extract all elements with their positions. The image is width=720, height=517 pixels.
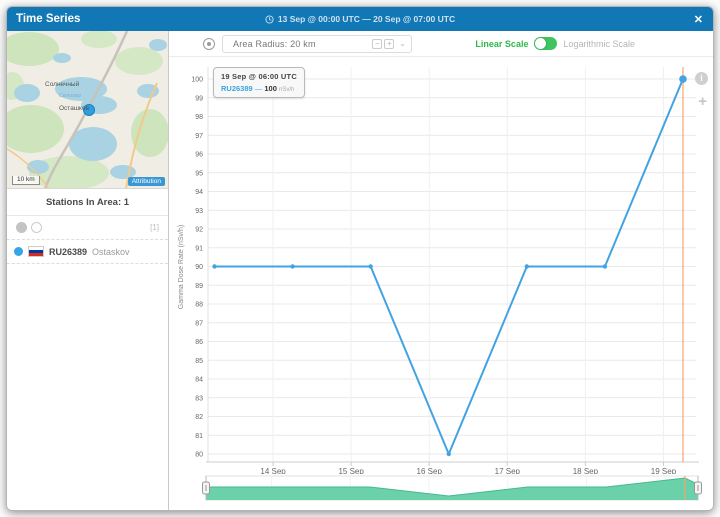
svg-text:92: 92 <box>195 227 203 234</box>
map-attribution-button[interactable]: Attribution <box>127 177 165 186</box>
svg-text:100: 100 <box>191 77 203 84</box>
filter-all-icon[interactable] <box>16 222 27 233</box>
chart-canvas: 80 81 82 83 84 85 86 87 88 89 90 91 92 93 94 95 96 97 98 99… <box>178 67 699 474</box>
tooltip-station: RU26389 <box>221 84 253 93</box>
radius-target-icon <box>203 37 215 50</box>
filter-none-icon[interactable] <box>31 222 42 233</box>
navigator-canvas <box>202 475 702 501</box>
tooltip-value: 100 <box>264 84 277 93</box>
chevron-down-icon[interactable]: ⌄ <box>399 39 406 48</box>
sidebar: Солнечный Селигер Осташков 10 km Attribu… <box>7 31 169 510</box>
svg-text:87: 87 <box>195 320 203 327</box>
map-road-orange-2 <box>7 148 50 188</box>
svg-text:85: 85 <box>195 358 203 365</box>
zoom-in-icon[interactable]: + <box>698 93 707 110</box>
svg-text:Gamma Dose Rate (nSv/h): Gamma Dose Rate (nSv/h) <box>178 225 185 309</box>
station-count-badge: [1] <box>150 223 159 232</box>
svg-text:94: 94 <box>195 189 203 196</box>
area-radius-control[interactable]: Area Radius: 20 km − + ⌄ <box>222 34 412 53</box>
radius-increase-button[interactable]: + <box>384 38 395 49</box>
svg-text:18 Sep: 18 Sep <box>573 467 599 474</box>
svg-text:17 Sep: 17 Sep <box>495 467 521 474</box>
svg-text:93: 93 <box>195 208 203 215</box>
tooltip-unit: nSv/h <box>279 87 295 93</box>
close-icon[interactable]: ✕ <box>693 13 703 26</box>
svg-text:14 Sep: 14 Sep <box>260 467 286 474</box>
station-name: Ostaskov <box>92 246 130 257</box>
date-range: 13 Sep @ 00:00 UTC — 20 Sep @ 07:00 UTC <box>7 14 713 24</box>
dialog-header: Time Series 13 Sep @ 00:00 UTC — 20 Sep … <box>7 7 713 31</box>
date-range-text: 13 Sep @ 00:00 UTC — 20 Sep @ 07:00 UTC <box>277 14 456 24</box>
linear-scale-label[interactable]: Linear Scale <box>475 38 529 49</box>
stations-heading: Stations In Area: 1 <box>7 189 168 216</box>
svg-text:88: 88 <box>195 302 203 309</box>
time-series-dialog: Time Series 13 Sep @ 00:00 UTC — 20 Sep … <box>6 6 714 511</box>
page-title: Time Series <box>16 13 81 25</box>
svg-text:82: 82 <box>195 414 203 421</box>
station-filter-row: [1] <box>7 216 168 240</box>
svg-text:99: 99 <box>195 95 203 102</box>
scale-toggle[interactable] <box>534 37 558 50</box>
toggle-knob <box>535 38 547 49</box>
radius-decrease-button[interactable]: − <box>372 38 383 49</box>
chart-toolbar: Area Radius: 20 km − + ⌄ Linear Scale Lo… <box>169 31 713 57</box>
svg-text:19 Sep: 19 Sep <box>651 467 677 474</box>
clock-icon <box>265 14 274 24</box>
svg-text:83: 83 <box>195 395 203 402</box>
station-list-item[interactable]: RU26389 Ostaskov <box>7 240 168 264</box>
svg-text:84: 84 <box>195 377 203 384</box>
chart-panel: Area Radius: 20 km − + ⌄ Linear Scale Lo… <box>169 31 713 510</box>
logarithmic-scale-label[interactable]: Logarithmic Scale <box>563 38 635 49</box>
svg-text:86: 86 <box>195 339 203 346</box>
map-town-label: Солнечный <box>45 81 80 88</box>
svg-text:91: 91 <box>195 245 203 252</box>
station-color-icon[interactable] <box>14 247 23 256</box>
map-lake-label: Селигер <box>59 93 81 99</box>
svg-text:89: 89 <box>195 283 203 290</box>
map-canvas <box>7 31 168 188</box>
svg-text:16 Sep: 16 Sep <box>417 467 443 474</box>
svg-text:90: 90 <box>195 264 203 271</box>
time-series-chart[interactable]: 80 81 82 83 84 85 86 87 88 89 90 91 92 93 94 95 96 97 98 99… <box>169 57 713 474</box>
chart-tooltip: 19 Sep @ 06:00 UTC RU26389 — 100 nSv/h <box>213 67 305 98</box>
svg-text:81: 81 <box>195 433 203 440</box>
range-navigator[interactable] <box>169 474 713 506</box>
station-id: RU26389 <box>49 246 88 257</box>
info-icon[interactable]: i <box>695 72 708 85</box>
svg-text:80: 80 <box>195 452 203 459</box>
russia-flag-icon <box>28 246 44 257</box>
svg-text:97: 97 <box>195 133 203 140</box>
svg-text:15 Sep: 15 Sep <box>338 467 364 474</box>
map-road-gray <box>44 31 129 188</box>
station-map[interactable]: Солнечный Селигер Осташков 10 km Attribu… <box>7 31 168 189</box>
station-marker[interactable] <box>83 104 95 116</box>
svg-text:96: 96 <box>195 152 203 159</box>
map-scale-bar: 10 km <box>12 176 40 185</box>
svg-text:98: 98 <box>195 114 203 121</box>
area-radius-label: Area Radius: 20 km <box>233 38 316 49</box>
map-city-label: Осташков <box>59 105 90 112</box>
map-road-orange <box>125 82 158 188</box>
tooltip-timestamp: 19 Sep @ 06:00 UTC <box>221 72 297 81</box>
svg-text:95: 95 <box>195 170 203 177</box>
